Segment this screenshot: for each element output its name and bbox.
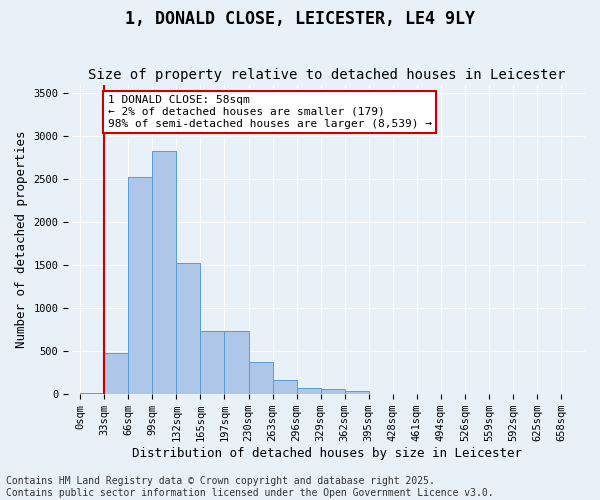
Y-axis label: Number of detached properties: Number of detached properties bbox=[15, 130, 28, 348]
Text: Contains HM Land Registry data © Crown copyright and database right 2025.
Contai: Contains HM Land Registry data © Crown c… bbox=[6, 476, 494, 498]
Bar bbox=[224, 332, 248, 394]
Bar bbox=[128, 178, 152, 394]
Bar bbox=[176, 262, 200, 394]
Bar bbox=[152, 151, 176, 394]
X-axis label: Distribution of detached houses by size in Leicester: Distribution of detached houses by size … bbox=[131, 447, 521, 460]
Title: Size of property relative to detached houses in Leicester: Size of property relative to detached ho… bbox=[88, 68, 565, 82]
Text: 1 DONALD CLOSE: 58sqm
← 2% of detached houses are smaller (179)
98% of semi-deta: 1 DONALD CLOSE: 58sqm ← 2% of detached h… bbox=[108, 96, 432, 128]
Bar bbox=[104, 353, 128, 394]
Bar bbox=[296, 388, 320, 394]
Bar bbox=[320, 390, 344, 394]
Text: 1, DONALD CLOSE, LEICESTER, LE4 9LY: 1, DONALD CLOSE, LEICESTER, LE4 9LY bbox=[125, 10, 475, 28]
Bar bbox=[272, 380, 296, 394]
Bar bbox=[248, 362, 272, 394]
Bar bbox=[200, 332, 224, 394]
Bar bbox=[344, 391, 368, 394]
